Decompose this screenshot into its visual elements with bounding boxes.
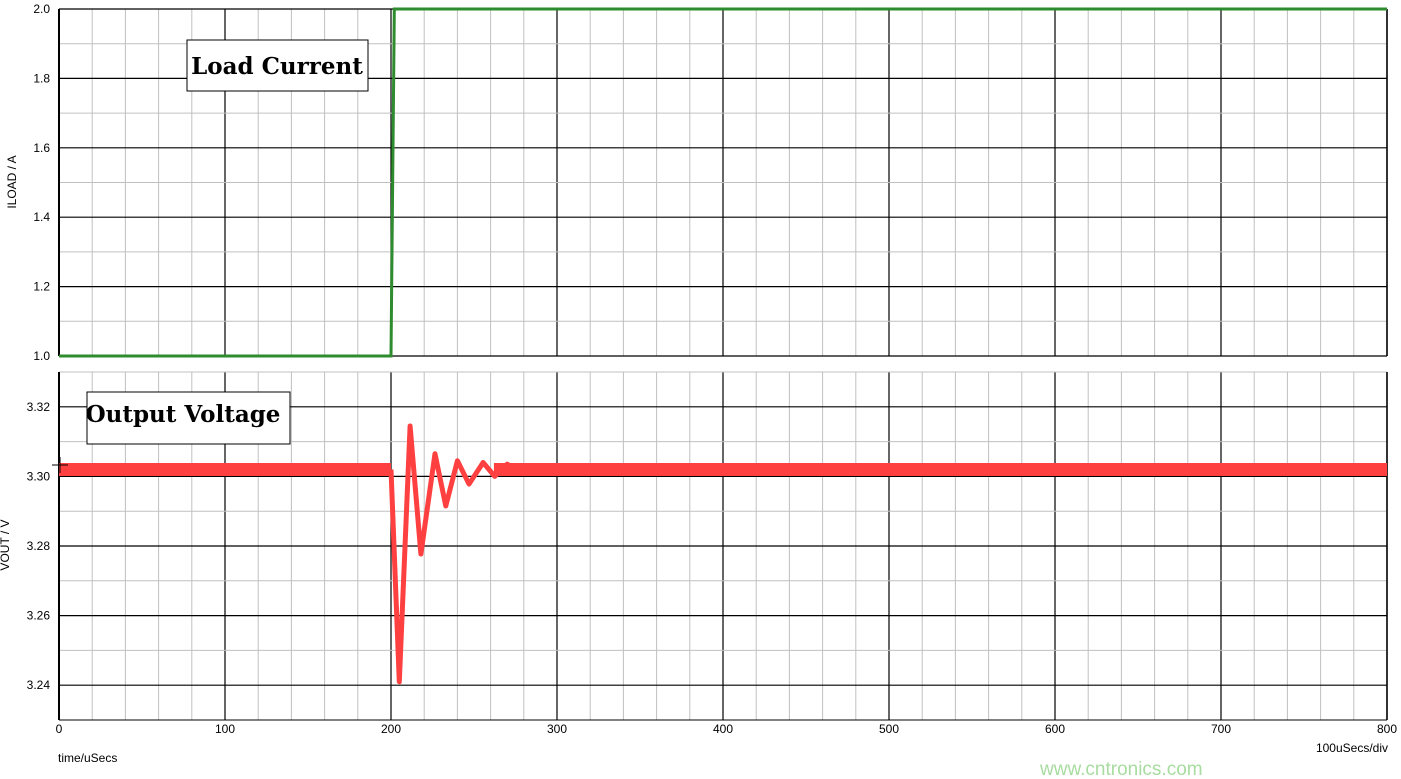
vout-axis-label: VOUT / V (0, 519, 12, 570)
tick-labels: 1.0 1.2 1.4 1.6 1.8 2.0 3.24 3.26 3.28 3.30 3.32 0 1… (27, 2, 1398, 736)
output-voltage-label: Output Voltage (86, 401, 281, 428)
x-tick-label: 300 (547, 722, 567, 736)
vout-transient-trace (388, 423, 541, 685)
x-tick-label: 100 (215, 722, 235, 736)
load-current-label: Load Current (191, 53, 363, 80)
y-tick-label: 1.6 (33, 141, 50, 155)
x-tick-label: 800 (1377, 722, 1397, 736)
y-tick-label: 2.0 (33, 2, 50, 16)
traces (59, 7, 1387, 685)
x-tick-label: 0 (56, 722, 63, 736)
x-tick-label: 600 (1045, 722, 1065, 736)
iload-axis-label: ILOAD / A (5, 155, 19, 208)
y-tick-label: 1.4 (33, 210, 50, 224)
x-tick-label: 700 (1211, 722, 1231, 736)
x-axis-label: time/uSecs (58, 751, 117, 765)
output-voltage-label-box: Output Voltage (86, 391, 291, 445)
y-tick-label: 1.0 (33, 349, 50, 363)
iload-trace (59, 7, 1387, 358)
y-tick-label: 3.28 (27, 539, 51, 553)
y-tick-label: 3.32 (27, 400, 51, 414)
x-tick-label: 200 (381, 722, 401, 736)
scale-label: 100uSecs/div (1316, 741, 1388, 755)
x-tick-label: 400 (713, 722, 733, 736)
y-tick-label: 1.8 (33, 71, 50, 85)
cursor-crosshair-icon[interactable] (52, 457, 68, 473)
y-tick-label: 3.26 (27, 609, 51, 623)
y-tick-label: 1.2 (33, 280, 50, 294)
watermark: www.cntronics.com (1039, 759, 1203, 779)
load-current-label-box: Load Current (186, 39, 369, 92)
x-tick-label: 500 (879, 722, 899, 736)
y-tick-label: 3.30 (27, 469, 51, 483)
y-tick-label: 3.24 (27, 678, 51, 692)
